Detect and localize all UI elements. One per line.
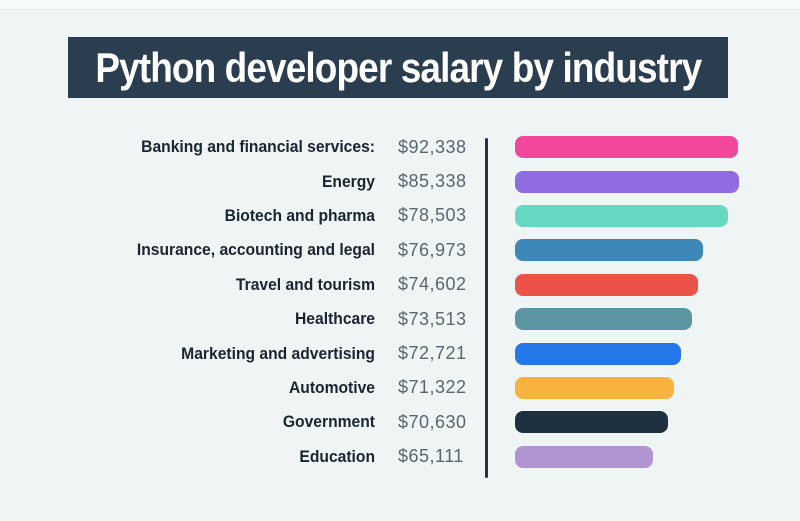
bar <box>515 376 674 399</box>
chart-row: Travel and tourism $74,602 <box>0 268 800 302</box>
chart-row: Biotech and pharma $78,503 <box>0 199 800 233</box>
bar-area <box>515 342 681 365</box>
category-label: Travel and tourism <box>235 274 375 294</box>
bar-area <box>515 273 698 296</box>
value-label: $92,338 <box>398 136 467 157</box>
bar-area <box>515 308 692 331</box>
bar <box>515 445 653 468</box>
category-label: Healthcare <box>295 309 375 329</box>
value-label: $71,322 <box>398 377 467 398</box>
category-label: Automotive <box>288 377 375 397</box>
value-label: $85,338 <box>398 171 467 192</box>
chart-row: Energy $85,338 <box>0 164 800 198</box>
value-label: $73,513 <box>398 308 467 329</box>
value-label: $78,503 <box>398 205 467 226</box>
value-label: $65,111 <box>398 446 464 467</box>
category-label: Banking and financial services: <box>141 137 375 157</box>
chart-row: Education $65,111 <box>0 440 800 474</box>
chart-row: Marketing and advertising $72,721 <box>0 336 800 370</box>
axis-line <box>485 138 488 478</box>
bar <box>515 308 692 331</box>
value-label: $74,602 <box>398 274 467 295</box>
bar-area <box>515 411 668 434</box>
chart-row: Automotive $71,322 <box>0 371 800 405</box>
category-label: Education <box>299 446 375 466</box>
top-strip <box>0 0 800 10</box>
bar <box>515 273 698 296</box>
bar <box>515 342 681 365</box>
bar-chart: Banking and financial services: $92,338 En… <box>0 130 800 474</box>
category-label: Government <box>282 412 375 432</box>
value-label: $70,630 <box>398 411 467 432</box>
category-label: Marketing and advertising <box>181 343 375 363</box>
bar <box>515 170 739 193</box>
category-label: Insurance, accounting and legal <box>136 240 375 260</box>
bar-area <box>515 136 738 159</box>
chart-row: Healthcare $73,513 <box>0 302 800 336</box>
bar-area <box>515 376 674 399</box>
bar-area <box>515 239 703 262</box>
bar-area <box>515 170 739 193</box>
bar <box>515 204 728 227</box>
chart-row: Government $70,630 <box>0 405 800 439</box>
bar-area <box>515 204 728 227</box>
category-label: Energy <box>321 171 375 191</box>
bar-area <box>515 445 653 468</box>
chart-row: Insurance, accounting and legal $76,973 <box>0 233 800 267</box>
chart-row: Banking and financial services: $92,338 <box>0 130 800 164</box>
bar <box>515 136 738 159</box>
value-label: $76,973 <box>398 239 467 260</box>
chart-title: Python developer salary by industry <box>95 43 702 91</box>
bar <box>515 239 703 262</box>
value-label: $72,721 <box>398 343 467 364</box>
category-label: Biotech and pharma <box>224 205 375 225</box>
bar <box>515 411 668 434</box>
chart-title-box: Python developer salary by industry <box>68 37 728 98</box>
